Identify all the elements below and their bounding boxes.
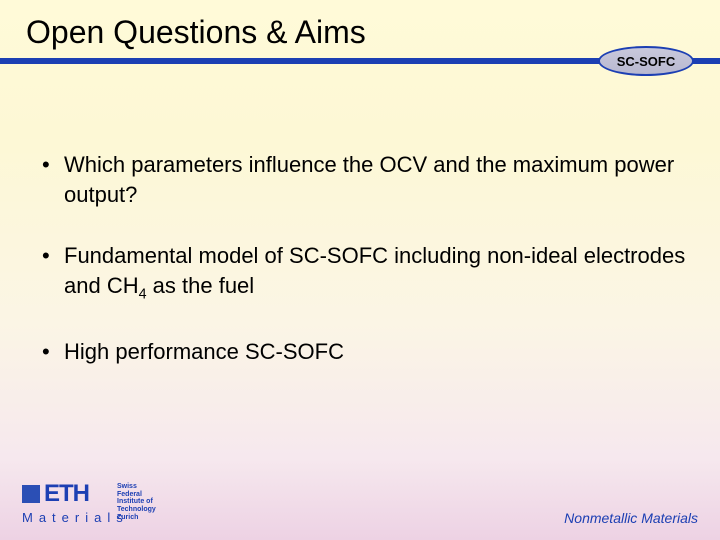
nonmetallic-label: Nonmetallic Materials <box>564 510 698 526</box>
bullet-2: Fundamental model of SC-SOFC including n… <box>42 241 690 304</box>
footer: ETH Swiss Federal Institute of Technolog… <box>22 480 698 530</box>
bullet-2-sub: 4 <box>139 286 147 302</box>
eth-logo-text: ETH <box>44 480 89 508</box>
slide-title: Open Questions & Aims <box>26 14 366 51</box>
inst-line-1: Swiss Federal <box>117 483 142 498</box>
eth-logo: ETH <box>22 480 89 508</box>
eth-swatch-icon <box>22 485 40 503</box>
content-area: Which parameters influence the OCV and t… <box>42 150 690 398</box>
bullet-3: High performance SC-SOFC <box>42 337 690 367</box>
scsofc-badge: SC-SOFC <box>598 46 694 76</box>
materials-label: Materials <box>22 510 129 525</box>
bullet-2-post: as the fuel <box>147 273 255 298</box>
bullet-1: Which parameters influence the OCV and t… <box>42 150 690 209</box>
logo-block: ETH Swiss Federal Institute of Technolog… <box>22 480 89 508</box>
